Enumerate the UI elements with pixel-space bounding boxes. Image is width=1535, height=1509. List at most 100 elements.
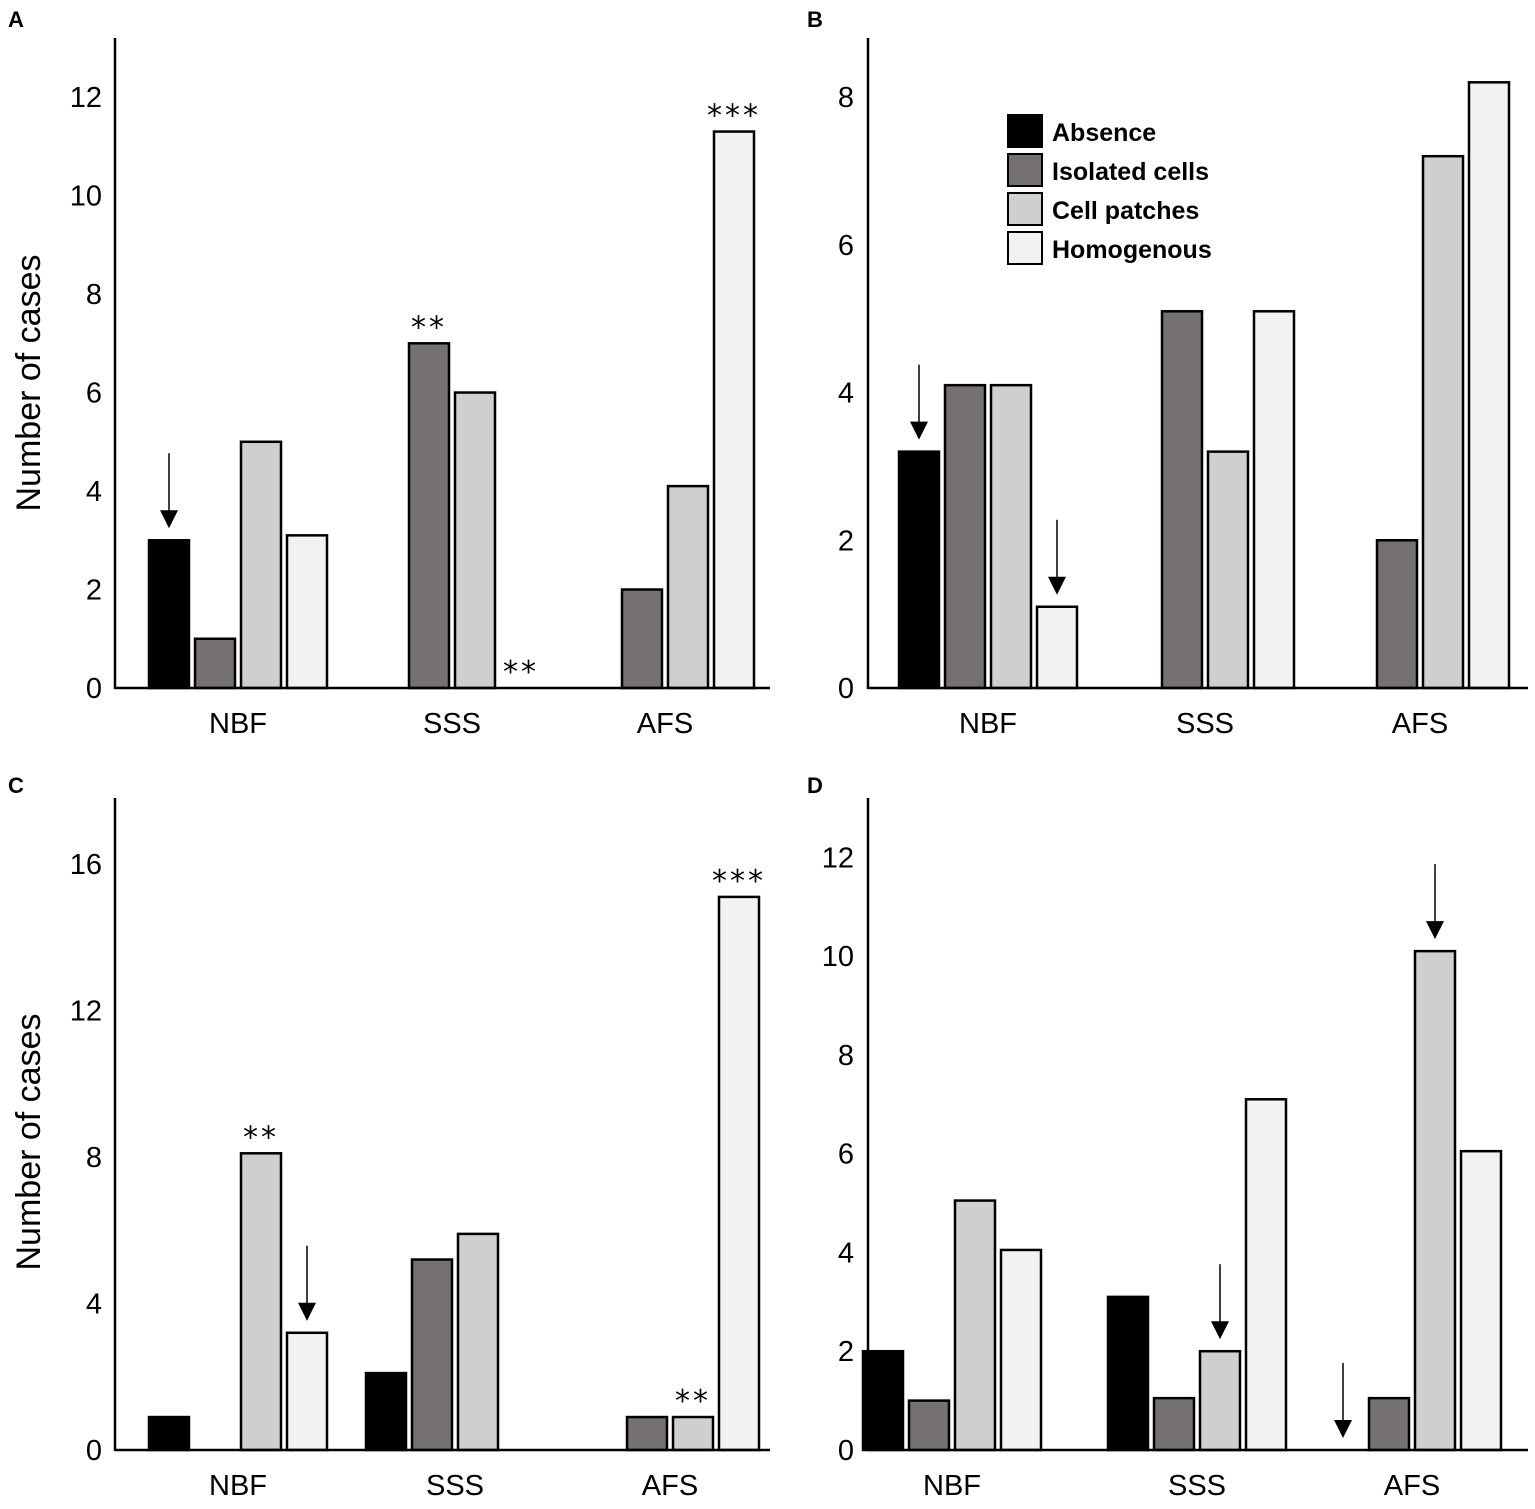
x-category-label: SSS (423, 708, 481, 740)
significance-annotation: ** (675, 1384, 711, 1419)
legend-swatch-homogenous (1007, 231, 1043, 265)
arrow-head (1334, 1420, 1352, 1438)
bar-afs-cell-patches (671, 1415, 715, 1452)
legend-label: Homogenous (1052, 236, 1212, 264)
significance-annotation: *** (712, 864, 766, 899)
bar-nbf-homogenous (285, 1331, 329, 1452)
bar-afs-isolated-cells (620, 588, 664, 690)
bar-afs-isolated-cells (1367, 1396, 1411, 1452)
bar-afs-cell-patches (1413, 949, 1457, 1452)
arrow-head (298, 1302, 316, 1321)
y-tick-label: 0 (86, 673, 102, 705)
bar-sss-cell-patches (453, 391, 497, 690)
bar-nbf-isolated-cells (193, 637, 237, 690)
bar-nbf-isolated-cells (943, 383, 987, 690)
bar-sss-isolated-cells (407, 342, 451, 690)
legend: Absence Isolated cells Cell patches Homogen… (1007, 114, 1212, 265)
down-arrow-icon (160, 453, 178, 529)
y-axis-label: Number of cases (10, 1014, 48, 1271)
x-category-label: AFS (1384, 1470, 1440, 1502)
bar-nbf-absence (897, 450, 941, 690)
bar-sss-cell-patches (456, 1232, 500, 1452)
bar-sss-cell-patches (1206, 450, 1250, 690)
bar-afs-homogenous (712, 130, 756, 690)
down-arrow-icon (298, 1245, 316, 1321)
significance-annotation: *** (707, 99, 761, 134)
x-category-label: SSS (1176, 708, 1234, 740)
y-axis-label: Number of cases (10, 255, 48, 512)
panel-letter: D (807, 773, 823, 798)
panel-letter: B (807, 7, 823, 32)
bar-nbf-homogenous (999, 1248, 1043, 1452)
bar-nbf-isolated-cells (907, 1399, 951, 1452)
bar-nbf-cell-patches (953, 1199, 997, 1452)
bar-sss-isolated-cells (1160, 310, 1204, 690)
y-tick-label: 6 (838, 1139, 854, 1171)
down-arrow-icon (1211, 1264, 1229, 1340)
y-tick-label: 8 (86, 279, 102, 311)
significance-annotation: ** (503, 655, 539, 690)
bar-nbf-cell-patches (239, 440, 283, 690)
y-tick-label: 4 (838, 378, 854, 410)
bar-afs-homogenous (1467, 81, 1511, 690)
y-tick-label: 4 (838, 1237, 854, 1269)
y-tick-label: 16 (70, 849, 102, 881)
down-arrow-icon (1048, 519, 1066, 595)
bar-nbf-homogenous (285, 534, 329, 690)
x-category-label: SSS (426, 1470, 484, 1502)
legend-label: Isolated cells (1052, 158, 1209, 186)
panel-b: B 0 2 4 6 8 NBF SSS AFS Absence Isolated cells Cell… (807, 7, 1528, 740)
significance-annotation: ** (411, 310, 447, 345)
x-category-label: AFS (637, 708, 693, 740)
bar-sss-homogenous (1244, 1098, 1288, 1452)
panel-d: D 0 2 4 6 8 10 12 NBF SSS AFS (807, 773, 1528, 1502)
bar-sss-absence (364, 1371, 408, 1452)
down-arrow-icon (1334, 1363, 1352, 1438)
bar-nbf-homogenous (1035, 605, 1079, 690)
legend-swatch-cell-patches (1007, 192, 1043, 226)
y-tick-label: 8 (838, 1040, 854, 1072)
y-tick-label: 2 (838, 525, 854, 557)
legend-swatch-isolated-cells (1007, 153, 1043, 187)
bar-sss-absence (1106, 1295, 1150, 1452)
legend-swatch-absence (1007, 114, 1043, 148)
y-tick-label: 0 (838, 1435, 854, 1467)
y-tick-label: 8 (838, 82, 854, 114)
arrow-head (1426, 921, 1444, 940)
x-category-label: AFS (1392, 708, 1448, 740)
bar-nbf-absence (147, 1415, 191, 1452)
bar-afs-isolated-cells (625, 1415, 669, 1452)
legend-label: Absence (1052, 119, 1156, 147)
bar-nbf-cell-patches (989, 383, 1033, 690)
x-category-label: AFS (642, 1470, 698, 1502)
y-tick-label: 2 (838, 1336, 854, 1368)
x-category-label: SSS (1168, 1470, 1226, 1502)
significance-annotation: ** (243, 1120, 279, 1155)
y-tick-label: 4 (86, 1288, 102, 1320)
bar-afs-cell-patches (1421, 154, 1465, 690)
panel-letter: A (8, 7, 24, 32)
y-tick-label: 0 (838, 673, 854, 705)
legend-label: Cell patches (1052, 197, 1199, 225)
arrow-head (910, 421, 928, 440)
arrow-head (160, 510, 178, 529)
x-category-label: NBF (923, 1470, 981, 1502)
bar-nbf-absence (147, 539, 191, 690)
y-tick-label: 2 (86, 575, 102, 607)
y-tick-label: 12 (70, 82, 102, 114)
bar-nbf-cell-patches (239, 1152, 283, 1452)
y-tick-label: 4 (86, 476, 102, 508)
bar-afs-isolated-cells (1375, 539, 1419, 690)
y-tick-label: 10 (70, 181, 102, 213)
bar-nbf-absence (861, 1349, 905, 1452)
y-tick-label: 12 (822, 842, 854, 874)
down-arrow-icon (910, 364, 928, 440)
y-tick-label: 10 (822, 941, 854, 973)
arrow-head (1048, 576, 1066, 595)
arrow-head (1211, 1321, 1229, 1340)
bar-sss-isolated-cells (1152, 1396, 1196, 1452)
y-tick-label: 6 (86, 378, 102, 410)
